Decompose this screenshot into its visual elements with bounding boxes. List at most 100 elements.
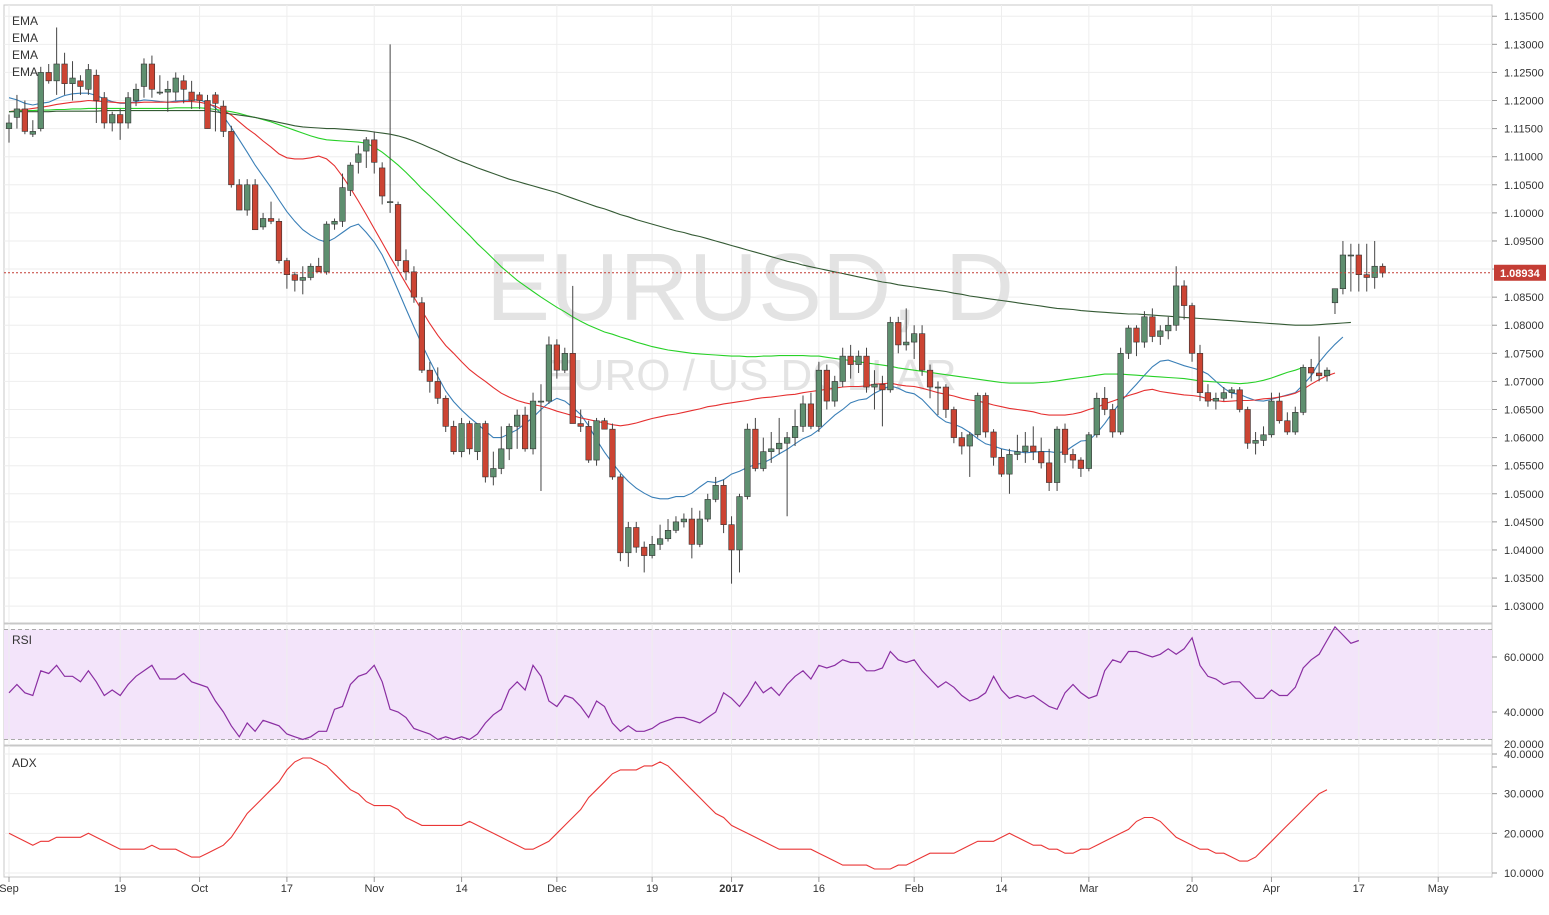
candle <box>807 392 815 430</box>
candle-body <box>601 420 608 430</box>
candle-body <box>696 518 703 545</box>
candle-body <box>823 369 830 402</box>
candle <box>1109 403 1116 438</box>
candle-body <box>609 428 616 478</box>
candle-body <box>720 485 727 525</box>
candle-body <box>1204 392 1212 402</box>
candle-body <box>704 499 711 520</box>
candle-body <box>291 274 298 281</box>
candle-body <box>1101 397 1108 410</box>
candle-body <box>1355 254 1362 275</box>
candle-body <box>323 223 330 273</box>
candle <box>1316 336 1323 382</box>
candle-body <box>1030 445 1037 452</box>
candle-body <box>1149 316 1156 337</box>
candle <box>1331 288 1339 314</box>
candle-body <box>387 201 394 203</box>
time-tick-label: Oct <box>191 883 208 895</box>
candle-body <box>1284 420 1291 433</box>
candle <box>593 417 600 466</box>
candles <box>5 27 1386 584</box>
candle <box>267 201 275 225</box>
price-tick-label: 1.05000 <box>1504 489 1544 501</box>
price-tick-label: 1.13000 <box>1504 39 1544 51</box>
time-tick-label: Mar <box>1079 883 1098 895</box>
candle-body <box>426 369 433 382</box>
candle <box>1117 347 1124 435</box>
candle-body <box>537 400 545 403</box>
adx-line <box>8 757 1328 870</box>
candle-body <box>410 271 418 298</box>
candle <box>918 325 926 376</box>
candle-body <box>164 88 171 93</box>
candle <box>545 336 553 404</box>
candle-body <box>236 184 243 211</box>
rsi-polyline <box>8 625 1360 741</box>
ema-legend-label: EMA <box>12 14 38 28</box>
candle <box>307 263 314 281</box>
candle <box>394 201 402 267</box>
candle-body <box>45 72 52 82</box>
candle <box>1165 316 1172 340</box>
candle <box>934 381 942 416</box>
candle <box>569 285 576 424</box>
ema-200-line <box>9 110 1351 326</box>
candle <box>958 431 965 455</box>
adx-axis[interactable]: 10.0000 20.0000 30.0000 40.0000 <box>1492 749 1544 880</box>
candle <box>1006 448 1013 494</box>
rsi-pane[interactable]: RSI <box>3 623 1493 746</box>
candle <box>474 423 481 461</box>
candle-body <box>1188 305 1196 354</box>
candle <box>156 75 163 95</box>
candle-body <box>553 344 560 371</box>
candle-body <box>363 139 370 152</box>
candle <box>760 437 767 472</box>
candle <box>1077 457 1084 477</box>
candle <box>283 257 291 289</box>
candle <box>117 108 124 140</box>
candle-body <box>1363 274 1370 278</box>
candle-body <box>53 63 60 82</box>
candle <box>1093 392 1100 438</box>
price-tick-label: 1.03500 <box>1504 573 1544 585</box>
price-tick-label: 1.08000 <box>1504 320 1544 332</box>
candle-body <box>307 265 314 278</box>
candle-body <box>315 265 322 273</box>
candle-body <box>1133 327 1140 343</box>
candle <box>1038 437 1045 469</box>
rsi-tick-label: 40.0000 <box>1504 707 1544 719</box>
candle <box>1125 325 1132 359</box>
candle <box>831 375 838 407</box>
price-pane[interactable]: EURUSD, D EURO / US DOLLAR EMA EMA EMA E… <box>3 4 1493 624</box>
candle <box>490 451 497 486</box>
candle <box>1260 426 1267 447</box>
candle-body <box>958 437 965 447</box>
candle-body <box>188 91 195 101</box>
candle <box>950 406 957 444</box>
price-tick-label: 1.06000 <box>1504 433 1544 445</box>
time-axis[interactable]: Sep 19 Oct 17 Nov 14 Dec 19 2017 16 Feb 14 Mar 20 Apr 1… <box>0 877 1449 895</box>
candle-body <box>1006 454 1013 475</box>
candle <box>855 350 862 373</box>
candle <box>371 131 378 174</box>
candle-body <box>220 105 227 132</box>
candle <box>982 392 989 438</box>
candle <box>1101 387 1108 416</box>
candle <box>69 61 76 101</box>
candle <box>236 179 243 211</box>
candle-body <box>784 437 791 444</box>
candle-body <box>1252 440 1259 444</box>
candle <box>1046 448 1053 491</box>
candle-body <box>140 63 148 87</box>
candle-body <box>1077 459 1084 469</box>
candle-body <box>577 423 584 427</box>
candle <box>61 52 68 95</box>
candle <box>704 493 711 522</box>
candle-body <box>132 88 140 101</box>
candle-body <box>204 100 211 129</box>
candle <box>13 94 21 129</box>
candle-body <box>807 403 815 427</box>
candle-body <box>982 395 989 433</box>
